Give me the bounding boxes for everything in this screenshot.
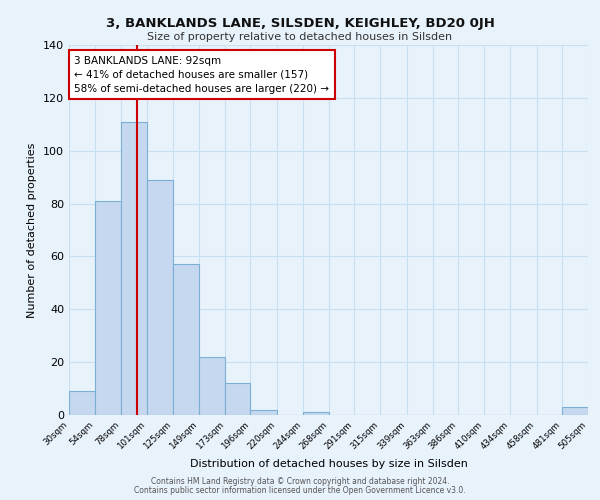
Bar: [303, 412, 329, 415]
X-axis label: Distribution of detached houses by size in Silsden: Distribution of detached houses by size …: [190, 459, 467, 469]
Text: Contains public sector information licensed under the Open Government Licence v3: Contains public sector information licen…: [134, 486, 466, 495]
Bar: [225, 384, 250, 415]
Bar: [95, 201, 121, 415]
Bar: [69, 391, 95, 415]
Bar: [146, 180, 173, 415]
Bar: [173, 264, 199, 415]
Bar: [250, 410, 277, 415]
Text: 3, BANKLANDS LANE, SILSDEN, KEIGHLEY, BD20 0JH: 3, BANKLANDS LANE, SILSDEN, KEIGHLEY, BD…: [106, 18, 494, 30]
Text: Size of property relative to detached houses in Silsden: Size of property relative to detached ho…: [148, 32, 452, 42]
Bar: [121, 122, 146, 415]
Bar: [562, 407, 588, 415]
Text: 3 BANKLANDS LANE: 92sqm
← 41% of detached houses are smaller (157)
58% of semi-d: 3 BANKLANDS LANE: 92sqm ← 41% of detache…: [74, 56, 329, 94]
Bar: [199, 357, 225, 415]
Text: Contains HM Land Registry data © Crown copyright and database right 2024.: Contains HM Land Registry data © Crown c…: [151, 477, 449, 486]
Y-axis label: Number of detached properties: Number of detached properties: [28, 142, 37, 318]
